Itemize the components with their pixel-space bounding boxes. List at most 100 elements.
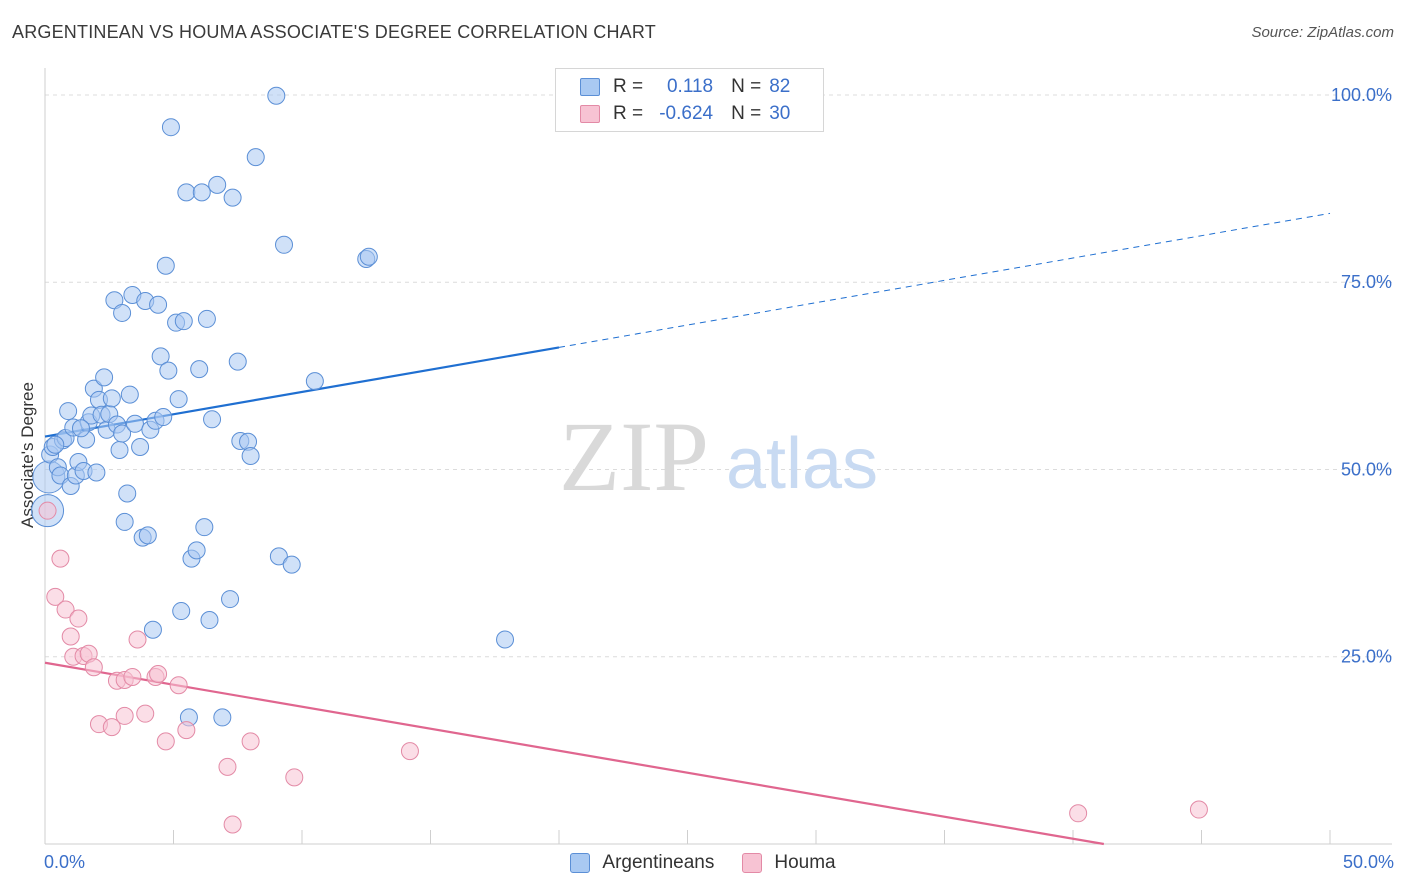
legend-n-value: 82 [769,76,791,97]
point-argentineans [156,256,175,275]
point-argentineans [228,352,247,371]
point-argentineans [305,372,324,391]
point-argentineans [151,347,170,366]
point-houma [218,757,237,776]
legend-swatch-houma [742,853,763,873]
legend-row-houma: R = -0.624 N = 30 [580,102,790,126]
watermark-zip: ZIP [559,401,709,512]
point-houma [128,630,147,649]
legend-item-argentineans: Argentineans [570,852,714,874]
point-argentineans [102,389,121,408]
point-houma [46,587,65,606]
x-tick-label-min: 0.0% [44,852,86,872]
point-houma [400,742,419,761]
point-argentineans [113,303,132,322]
point-houma [84,658,103,677]
point-argentineans [95,368,114,387]
point-houma [241,732,260,751]
point-argentineans [138,526,157,545]
legend-n-value: 30 [769,103,791,124]
point-houma [115,706,134,725]
point-argentineans [359,247,378,266]
legend-n-label: N = [731,103,762,124]
point-argentineans [154,408,173,427]
legend-r-label: R = [613,103,644,124]
point-argentineans [190,360,209,379]
point-houma [51,549,70,568]
point-argentineans [267,86,286,105]
point-argentineans [269,547,288,566]
point-argentineans [46,435,65,454]
point-argentineans [71,419,90,438]
point-argentineans [223,188,242,207]
trend-lines [44,212,1331,846]
trend-line-argentineans-projection [558,212,1331,348]
point-argentineans [200,611,219,630]
legend-r-value: 0.118 [666,76,714,97]
point-argentineans [241,447,260,466]
point-argentineans [192,183,211,202]
point-argentineans [177,183,196,202]
point-argentineans [118,484,137,503]
watermark: ZIP atlas [559,401,878,512]
point-houma [61,627,80,646]
point-argentineans [169,390,188,409]
point-houma [177,721,196,740]
point-argentineans [149,295,168,314]
point-houma [123,667,142,686]
point-argentineans [115,512,134,531]
point-argentineans [282,555,301,574]
point-houma [136,704,155,723]
point-houma [149,664,168,683]
legend-n-label: N = [731,76,762,97]
point-argentineans [87,463,106,482]
data-points [31,86,1208,834]
watermark-atlas: atlas [726,424,878,504]
point-argentineans [203,410,222,429]
point-argentineans [187,541,206,560]
legend-label-houma: Houma [774,852,836,873]
chart-title: ARGENTINEAN VS HOUMA ASSOCIATE'S DEGREE … [12,22,656,42]
point-houma [56,600,75,619]
point-argentineans [246,148,265,167]
point-argentineans [125,414,144,433]
point-argentineans [110,441,129,460]
point-argentineans [221,590,240,609]
source-label: Source: ZipAtlas.com [1251,24,1394,41]
x-tick-label-max: 50.0% [1342,852,1394,872]
point-argentineans [172,602,191,621]
legend-swatch-argentineans [580,78,600,96]
point-argentineans [197,309,216,328]
point-argentineans [143,620,162,639]
point-houma [156,732,175,751]
y-tick-label: 25.0% [1341,647,1392,667]
y-tick-label: 100.0% [1331,85,1392,105]
point-argentineans [174,312,193,331]
point-houma [285,768,304,787]
point-argentineans [131,438,150,457]
gridlines [45,94,1392,658]
point-houma [69,609,88,628]
point-argentineans [113,424,132,443]
y-tick-label: 75.0% [1341,272,1392,292]
legend-r-label: R = [613,76,644,97]
point-houma [102,718,121,737]
point-houma [1069,804,1088,823]
point-houma [38,501,57,520]
legend-swatch-argentineans [570,853,591,873]
point-argentineans [213,708,232,727]
point-argentineans [161,118,180,137]
y-tick-labels: 25.0% 50.0% 75.0% 100.0% [1331,85,1392,667]
legend-label-argentineans: Argentineans [602,852,715,873]
point-argentineans [159,361,178,380]
point-argentineans [59,402,78,421]
point-argentineans [275,235,294,254]
point-argentineans [195,518,214,537]
legend-row-argentineans: R = 0.118 N = 82 [580,75,790,99]
stats-legend: R = 0.118 N = 82 R = -0.624 N = 30 [555,68,824,132]
legend-swatch-houma [580,105,600,123]
point-houma [223,815,242,834]
y-tick-label: 50.0% [1341,459,1392,479]
trend-line-houma [44,661,1105,846]
